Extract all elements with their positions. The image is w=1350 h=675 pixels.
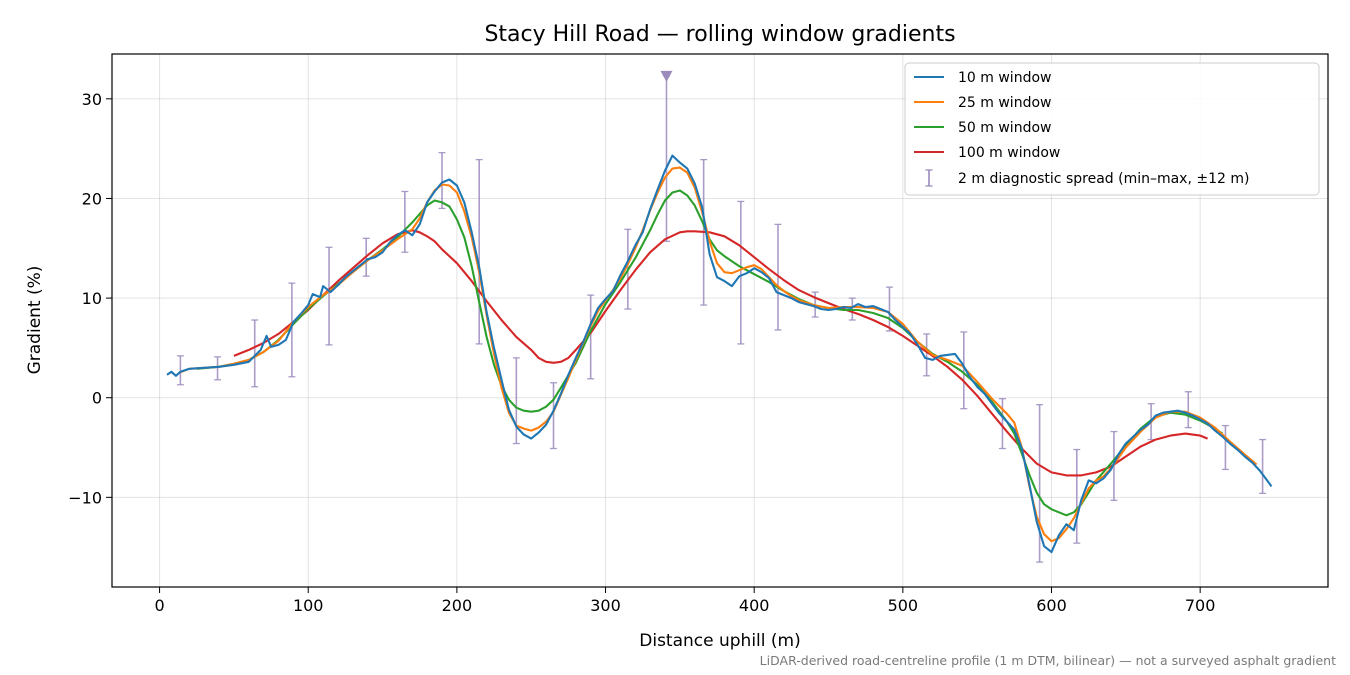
legend-label-spread: 2 m diagnostic spread (min–max, ±12 m): [958, 171, 1249, 187]
spread-bar: [1073, 448, 1081, 544]
clipped-marker: [660, 70, 673, 82]
spread-bar: [475, 158, 483, 345]
x-tick-label: 0: [154, 596, 164, 615]
spread-bar: [1036, 404, 1044, 563]
x-tick-label: 400: [739, 596, 770, 615]
spread-bar: [512, 357, 520, 445]
x-axis-label: Distance uphill (m): [639, 631, 800, 651]
legend-label-50m: 50 m window: [958, 120, 1051, 136]
spread-bar: [251, 319, 259, 388]
footnote: LiDAR-derived road-centreline profile (1…: [760, 653, 1336, 668]
chart-title: Stacy Hill Road — rolling window gradien…: [484, 22, 955, 47]
spread-bar: [1221, 424, 1229, 471]
spread-bar: [774, 223, 782, 331]
series-lines: [166, 154, 1273, 554]
spread-bar: [923, 333, 931, 377]
axis-ticks: 0 100 200 300 400 500 600 700 −10 0 10 20 30: [68, 90, 1215, 615]
spread-bar: [325, 246, 333, 346]
legend-label-10m: 10 m window: [958, 70, 1051, 86]
clipped-marker-layer: [660, 70, 673, 82]
legend-swatch-spread: [925, 169, 933, 187]
y-tick-label: 10: [82, 289, 102, 308]
y-tick-label: 30: [82, 90, 102, 109]
spread-bar: [737, 200, 745, 345]
plot-frame: [111, 53, 1329, 588]
legend-label-25m: 25 m window: [958, 95, 1051, 111]
spread-bar: [288, 282, 296, 378]
x-tick-label: 600: [1036, 596, 1067, 615]
x-tick-label: 200: [442, 596, 473, 615]
spread-bar: [1259, 438, 1267, 495]
spread-bar: [176, 355, 184, 386]
spread-bar: [1184, 391, 1192, 429]
y-axis-label: Gradient (%): [25, 266, 45, 375]
x-tick-label: 100: [293, 596, 324, 615]
spread-bar: [550, 382, 558, 450]
series-10m-line: [166, 154, 1273, 554]
y-tick-label: 0: [92, 389, 102, 408]
spread-bar: [998, 398, 1006, 450]
y-tick-label: −10: [68, 488, 102, 507]
x-tick-label: 700: [1185, 596, 1216, 615]
spread-bar: [587, 294, 595, 380]
spread-bar: [438, 151, 446, 210]
legend-label-100m: 100 m window: [958, 145, 1060, 161]
spread-bar: [401, 190, 409, 253]
spread-bar: [960, 331, 968, 410]
legend-box: [904, 62, 1320, 196]
series-25m-line: [178, 166, 1258, 543]
spread-bar: [214, 356, 222, 381]
spread-bar: [885, 286, 893, 332]
x-tick-label: 500: [888, 596, 919, 615]
legend: 10 m window 25 m window 50 m window 100 …: [904, 62, 1320, 196]
y-tick-label: 20: [82, 189, 102, 208]
x-tick-label: 300: [590, 596, 621, 615]
